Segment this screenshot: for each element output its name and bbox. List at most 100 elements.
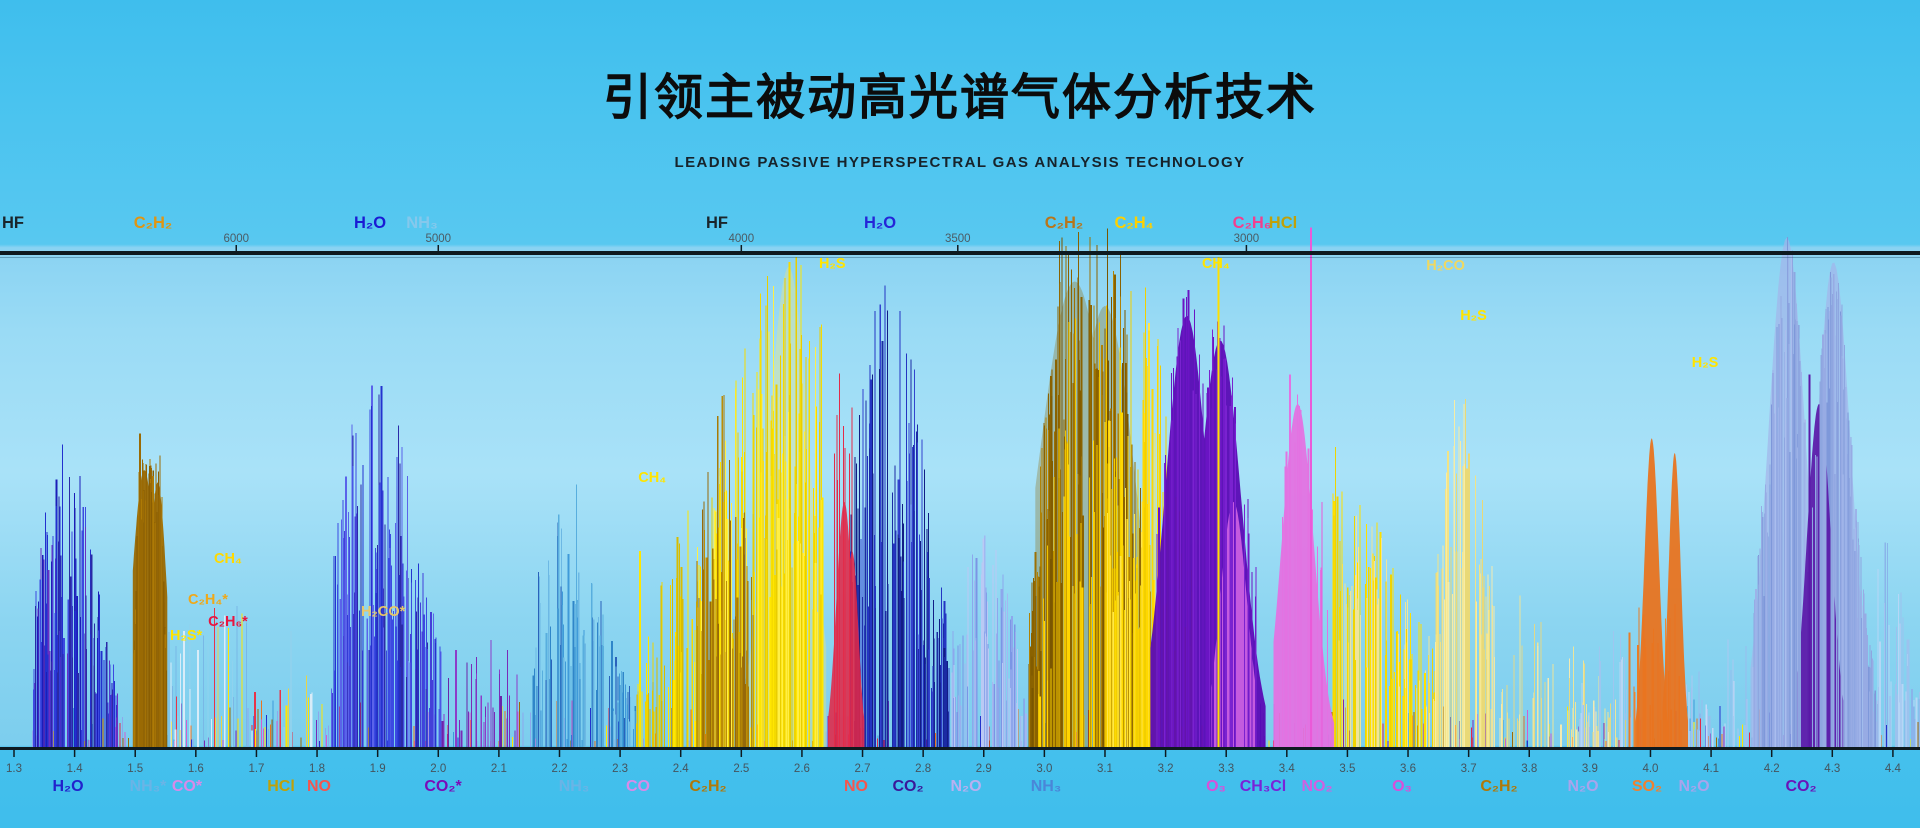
svg-text:CH₃Cl: CH₃Cl bbox=[1240, 778, 1287, 795]
svg-text:H₂O: H₂O bbox=[52, 778, 83, 795]
band-brown-in-yellow bbox=[696, 394, 754, 747]
svg-text:C₂H₂: C₂H₂ bbox=[1045, 214, 1084, 232]
svg-text:1.5: 1.5 bbox=[127, 763, 143, 775]
svg-text:H₂O: H₂O bbox=[354, 214, 386, 232]
svg-text:NH₃: NH₃ bbox=[559, 778, 590, 795]
svg-text:H₂S: H₂S bbox=[1692, 355, 1719, 371]
svg-text:C₂H₂: C₂H₂ bbox=[134, 214, 173, 232]
svg-text:3.0: 3.0 bbox=[1036, 763, 1052, 775]
svg-text:3.9: 3.9 bbox=[1582, 763, 1598, 775]
svg-text:1.3: 1.3 bbox=[6, 763, 22, 775]
solid-pink-blob-3.42 bbox=[1273, 404, 1335, 747]
band-purple-sparse-2.05 bbox=[441, 640, 518, 747]
svg-text:NO: NO bbox=[844, 778, 868, 795]
top-axis: 6000 5000 4000 3500 3000 bbox=[0, 233, 1920, 258]
svg-text:4.0: 4.0 bbox=[1642, 763, 1658, 775]
band-steel-blue-lines-2.2 bbox=[532, 484, 637, 747]
svg-text:SO₂: SO₂ bbox=[1632, 778, 1662, 795]
band-sparse-1.55-1.8 bbox=[168, 606, 313, 747]
svg-text:CH₄: CH₄ bbox=[1202, 256, 1230, 272]
svg-text:1.7: 1.7 bbox=[248, 763, 264, 775]
svg-text:HF: HF bbox=[706, 214, 728, 232]
svg-text:H₂O: H₂O bbox=[864, 214, 896, 232]
svg-text:3.1: 3.1 bbox=[1097, 763, 1113, 775]
band-red-tall-spikes bbox=[834, 373, 853, 747]
svg-text:H₂S: H₂S bbox=[1460, 308, 1487, 324]
svg-text:H₂CO*: H₂CO* bbox=[361, 604, 406, 620]
band-H2O-lines-1.4 bbox=[32, 444, 119, 747]
svg-text:NH₃: NH₃ bbox=[406, 214, 437, 232]
svg-text:3.4: 3.4 bbox=[1279, 763, 1296, 775]
bands-back bbox=[32, 228, 1920, 747]
svg-text:NH₃: NH₃ bbox=[1031, 778, 1062, 795]
svg-text:3.5: 3.5 bbox=[1339, 763, 1355, 775]
band-yellow-3.5-3.64 bbox=[1332, 447, 1437, 747]
svg-text:O₃: O₃ bbox=[1206, 778, 1226, 795]
svg-text:CO: CO bbox=[626, 778, 650, 795]
svg-text:2.8: 2.8 bbox=[915, 763, 931, 775]
bottom-molecule-labels: O₂H₂ONH₃*CO*HClNOCO₂*NH₃COC₂H₂NOCO₂N₂ONH… bbox=[52, 778, 1816, 795]
svg-text:3.2: 3.2 bbox=[1158, 763, 1174, 775]
svg-text:N₂O: N₂O bbox=[1567, 778, 1598, 795]
svg-text:2.9: 2.9 bbox=[976, 763, 992, 775]
bottom-axis: 1.3 1.4 1.5 1.6 1.7 1.8 1.9 2.0 2.1 2.2 2.3 2.4 2.5 2… bbox=[0, 747, 1920, 775]
band-pale-lines-4.4 bbox=[1877, 542, 1920, 747]
svg-text:3.6: 3.6 bbox=[1400, 763, 1416, 775]
svg-text:CO₂: CO₂ bbox=[1785, 778, 1816, 795]
svg-text:3.8: 3.8 bbox=[1521, 763, 1537, 775]
solid-orange-blob-A bbox=[1635, 438, 1669, 747]
band-yellow-lines-2.36 bbox=[635, 510, 689, 747]
svg-text:C₂H₄*: C₂H₄* bbox=[188, 592, 228, 608]
svg-text:CO*: CO* bbox=[172, 778, 203, 795]
band-purple-crown bbox=[1156, 290, 1257, 747]
page-title: 引领主被动高光谱气体分析技术 bbox=[602, 71, 1317, 125]
svg-text:2.2: 2.2 bbox=[551, 763, 567, 775]
svg-text:3.3: 3.3 bbox=[1218, 763, 1234, 775]
svg-text:4.3: 4.3 bbox=[1824, 763, 1840, 775]
svg-text:1.6: 1.6 bbox=[188, 763, 204, 775]
svg-text:2.3: 2.3 bbox=[612, 763, 628, 775]
svg-text:C₂H₂: C₂H₂ bbox=[1480, 778, 1517, 795]
svg-text:H₂S*: H₂S* bbox=[170, 628, 203, 644]
plot-molecule-labels: H₂S CH₄ H₂CO H₂S H₂S CH₄ CH₄ C₂H₄* C₂H₆* H₂S* H₂CO… bbox=[170, 256, 1719, 644]
svg-text:HF: HF bbox=[2, 214, 24, 232]
svg-text:C₂H₆: C₂H₆ bbox=[1233, 214, 1272, 232]
svg-text:H₂CO: H₂CO bbox=[1426, 258, 1465, 274]
solid-orange-blob-B bbox=[1662, 453, 1688, 747]
svg-text:3.7: 3.7 bbox=[1461, 763, 1477, 775]
bands-front bbox=[133, 249, 1874, 747]
spikes bbox=[139, 227, 1811, 747]
page-subtitle: LEADING PASSIVE HYPERSPECTRAL GAS ANALYS… bbox=[674, 154, 1246, 171]
band-brown-column-texture bbox=[133, 455, 167, 747]
svg-text:NO: NO bbox=[307, 778, 331, 795]
svg-text:5000: 5000 bbox=[425, 233, 451, 245]
svg-text:4000: 4000 bbox=[729, 233, 755, 245]
svg-text:4.1: 4.1 bbox=[1703, 763, 1719, 775]
svg-text:N₂O: N₂O bbox=[1678, 778, 1709, 795]
svg-text:NH₃*: NH₃* bbox=[130, 778, 168, 795]
band-khaki-sparse-3.8 bbox=[1490, 566, 1623, 747]
svg-text:C₂H₄: C₂H₄ bbox=[1114, 214, 1153, 232]
svg-text:CO₂*: CO₂* bbox=[424, 778, 462, 795]
band-periwinkle-lines-2.9 bbox=[951, 535, 1036, 747]
svg-text:3000: 3000 bbox=[1234, 233, 1260, 245]
svg-text:CH₄: CH₄ bbox=[214, 551, 242, 567]
svg-text:1.9: 1.9 bbox=[370, 763, 386, 775]
band-pale-sparse-4.1 bbox=[1685, 639, 1748, 747]
band-pink-crown bbox=[1281, 394, 1329, 747]
svg-text:C₂H₆*: C₂H₆* bbox=[208, 614, 248, 630]
svg-text:C₂H₂: C₂H₂ bbox=[689, 778, 726, 795]
solid-orchid-inner-3.31 bbox=[1211, 502, 1257, 747]
band-brown-giant-3.05 bbox=[1028, 228, 1151, 747]
svg-text:1.8: 1.8 bbox=[309, 763, 325, 775]
svg-text:O₃: O₃ bbox=[1392, 778, 1412, 795]
svg-text:2.6: 2.6 bbox=[794, 763, 810, 775]
svg-text:2.4: 2.4 bbox=[673, 763, 690, 775]
svg-text:2.7: 2.7 bbox=[855, 763, 871, 775]
svg-text:3500: 3500 bbox=[945, 233, 971, 245]
band-khaki-tall-3.68 bbox=[1434, 398, 1490, 747]
band-pale-blue-3.93 bbox=[1578, 630, 1652, 747]
svg-text:2.5: 2.5 bbox=[733, 763, 749, 775]
